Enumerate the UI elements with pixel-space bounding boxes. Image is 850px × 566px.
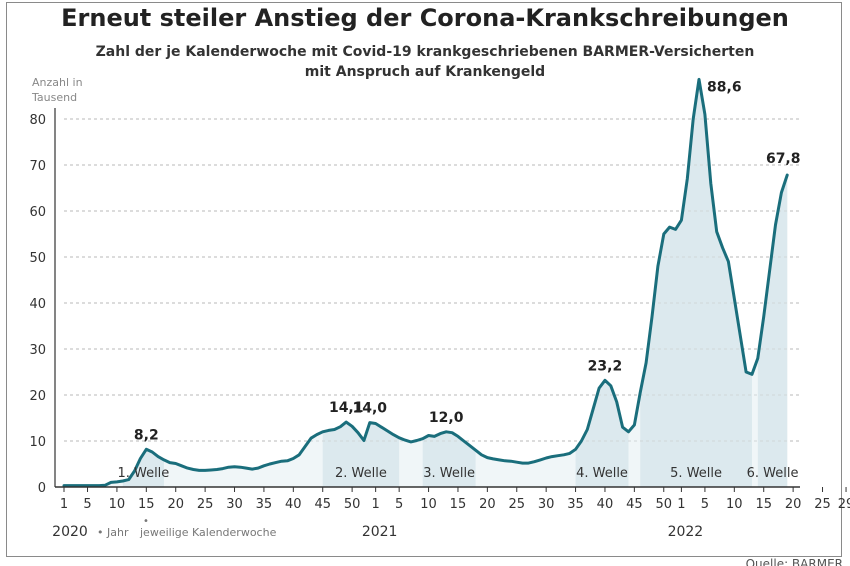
value-label-6: 88,6 [707,79,742,95]
wave-label-4: 4. Welle [576,466,628,481]
axes-group [54,108,847,492]
y-tick-label-60: 60 [29,205,46,220]
value-label-3: 14,0 [352,401,387,417]
x-tick-label-14: 15 [450,497,467,512]
x-tick-label-13: 10 [420,497,437,512]
x-tick-label-6: 30 [226,497,243,512]
value-label-7: 67,8 [766,151,801,167]
x-tick-label-10: 50 [344,497,361,512]
x-tick-label-18: 35 [567,497,584,512]
y-tick-label-50: 50 [29,251,46,266]
x-tick-label-7: 35 [256,497,273,512]
series-line [62,77,789,488]
y-axis-label-line2: Tausend [31,91,77,104]
x-tick-label-4: 20 [167,497,184,512]
y-tick-label-70: 70 [29,159,46,174]
chart-frame [6,2,842,557]
chart-subtitle-line1: Zahl der je Kalenderwoche mit Covid-19 k… [95,44,755,60]
year-label-2022: 2022 [668,524,704,540]
labels-group: 1. Welle 2. Welle 3. Welle 4. Welle 5. Welle… [29,76,850,566]
y-tick-label-80: 80 [29,113,46,128]
area-group [64,79,788,488]
y-tick-label-0: 0 [38,481,46,496]
x-tick-label-8: 40 [285,497,302,512]
wave-label-5: 5. Welle [670,466,722,481]
x-tick-label-9: 45 [314,497,331,512]
source-label: Quelle: BARMER [746,557,843,566]
x-tick-label-27: 25 [814,497,831,512]
x-tick-label-26: 20 [785,497,802,512]
x-tick-label-11: 1 [371,497,379,512]
x-tick-label-12: 5 [395,497,403,512]
series-line-group [62,77,789,488]
value-label-5: 23,2 [588,358,623,374]
wave-label-3: 3. Welle [423,466,475,481]
x-tick-label-28: 29 [838,497,850,512]
x-tick-label-25: 15 [755,497,772,512]
x-legend-year: • Jahr [97,526,129,539]
x-legend-week: jeweilige Kalenderwoche [139,526,277,539]
year-label-2021: 2021 [362,524,398,540]
y-tick-label-40: 40 [29,297,46,312]
x-tick-label-22: 1 [677,497,685,512]
x-tick-label-16: 25 [508,497,525,512]
x-tick-label-3: 15 [138,497,155,512]
x-tick-label-2: 10 [109,497,126,512]
y-tick-label-20: 20 [29,389,46,404]
year-label-2020: 2020 [52,524,88,540]
x-legend-marker: • [143,516,149,527]
series-area [64,79,788,488]
x-tick-label-15: 20 [479,497,496,512]
y-tick-label-30: 30 [29,343,46,358]
y-axis-label-line1: Anzahl in [32,76,83,89]
wave-label-1: 1. Welle [117,466,169,481]
y-tick-label-10: 10 [29,435,46,450]
value-label-2: 14,1 [329,400,364,416]
x-tick-label-17: 30 [538,497,555,512]
x-tick-label-5: 25 [197,497,214,512]
x-tick-label-1: 5 [83,497,91,512]
chart-subtitle-line2: mit Anspruch auf Krankengeld [304,64,546,80]
x-tick-label-24: 10 [726,497,743,512]
chart-title: Erneut steiler Anstieg der Corona-Kranks… [61,4,789,32]
x-tick-label-20: 45 [626,497,643,512]
x-tick-label-23: 5 [701,497,709,512]
wave-label-6: 6. Welle [747,466,799,481]
value-label-4: 12,0 [429,410,464,426]
x-tick-label-19: 40 [597,497,614,512]
wave-label-2: 2. Welle [335,466,387,481]
x-tick-label-21: 50 [655,497,672,512]
value-label-1: 8,2 [134,427,159,443]
x-tick-label-0: 1 [60,497,68,512]
